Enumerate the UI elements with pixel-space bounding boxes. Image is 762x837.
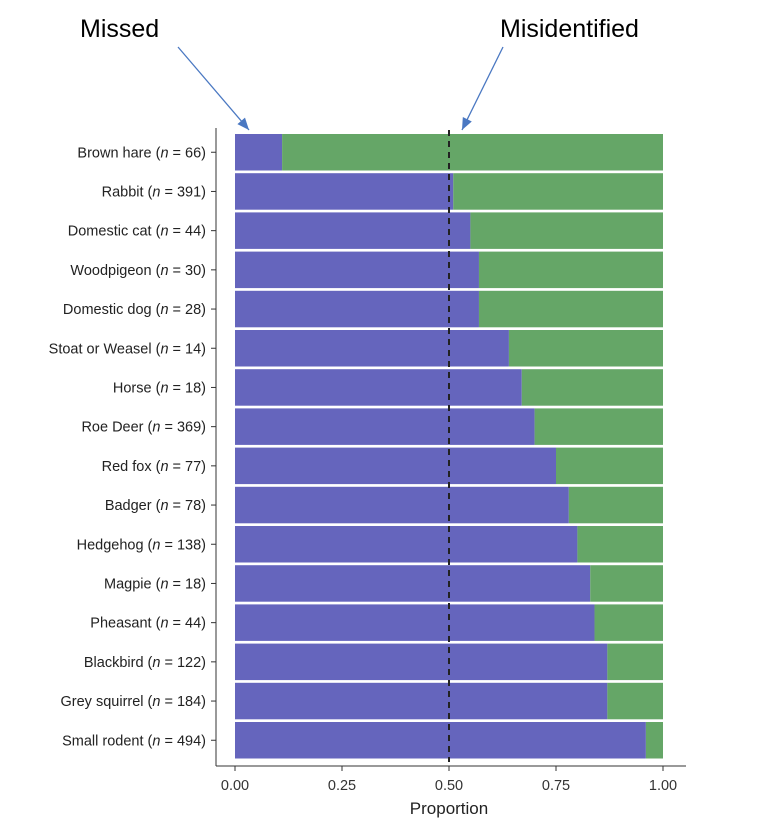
bar-segment-missed <box>235 447 556 485</box>
bar-segment-missed <box>235 526 578 563</box>
arrow-missed-head <box>237 117 249 130</box>
category-label: Red fox (n = 77) <box>102 459 206 475</box>
bar-segment-missed <box>235 682 608 720</box>
bar-segment-misidentified <box>577 526 663 563</box>
bar-segment-missed <box>235 330 509 367</box>
category-label: Stoat or Weasel (n = 14) <box>49 341 206 357</box>
bar-segment-missed <box>235 212 471 249</box>
bar-segment-misidentified <box>607 682 663 720</box>
category-label: Woodpigeon (n = 30) <box>70 263 206 279</box>
category-label: Horse (n = 18) <box>113 380 206 396</box>
bar-segment-missed <box>235 369 522 406</box>
bar-segment-misidentified <box>470 212 663 249</box>
x-tick-label: 0.75 <box>542 778 570 794</box>
bar-segment-misidentified <box>534 408 663 445</box>
bar-segment-missed <box>235 408 535 445</box>
x-tick-label: 0.00 <box>221 778 249 794</box>
bar-segment-missed <box>235 565 591 602</box>
category-label: Domestic dog (n = 28) <box>63 302 206 318</box>
bar-segment-missed <box>235 643 608 681</box>
bar-segment-misidentified <box>453 173 663 210</box>
bar-segment-misidentified <box>590 565 663 602</box>
bar-segment-misidentified <box>556 447 663 485</box>
bar-segment-misidentified <box>607 643 663 681</box>
category-label: Hedgehog (n = 138) <box>77 537 206 553</box>
category-label: Small rodent (n = 494) <box>62 733 206 749</box>
bar-segment-missed <box>235 486 569 524</box>
bar-segment-misidentified <box>508 330 663 367</box>
category-label: Badger (n = 78) <box>105 498 206 514</box>
bar-segment-missed <box>235 134 283 171</box>
category-label: Pheasant (n = 44) <box>90 616 206 632</box>
bar-segment-misidentified <box>594 604 663 641</box>
category-label: Roe Deer (n = 369) <box>81 420 206 436</box>
arrow-misidentified-head <box>462 117 472 130</box>
bar-segment-misidentified <box>568 486 663 524</box>
x-tick-label: 0.50 <box>435 778 463 794</box>
bar-segment-misidentified <box>478 251 663 289</box>
bar-segment-missed <box>235 251 479 289</box>
x-tick-label: 1.00 <box>649 778 677 794</box>
annotation-misidentified: Misidentified <box>500 15 639 43</box>
category-label: Magpie (n = 18) <box>104 576 206 592</box>
category-label: Rabbit (n = 391) <box>102 184 206 200</box>
category-label: Blackbird (n = 122) <box>84 655 206 671</box>
bar-segment-misidentified <box>521 369 663 406</box>
arrow-misidentified <box>461 46 504 131</box>
category-label: Domestic cat (n = 44) <box>68 224 206 240</box>
bar-segment-misidentified <box>282 134 663 171</box>
x-tick-label: 0.25 <box>328 778 356 794</box>
bar-segment-missed <box>235 604 595 641</box>
annotation-missed: Missed <box>80 15 160 43</box>
category-label: Brown hare (n = 66) <box>77 145 206 161</box>
arrow-missed <box>177 46 250 131</box>
bar-segment-misidentified <box>645 722 663 759</box>
bar-segment-misidentified <box>478 290 663 328</box>
x-axis-title: Proportion <box>410 799 488 818</box>
bar-segment-missed <box>235 173 454 210</box>
bar-segment-missed <box>235 722 646 759</box>
category-label: Grey squirrel (n = 184) <box>61 694 206 710</box>
bar-segment-missed <box>235 290 479 328</box>
